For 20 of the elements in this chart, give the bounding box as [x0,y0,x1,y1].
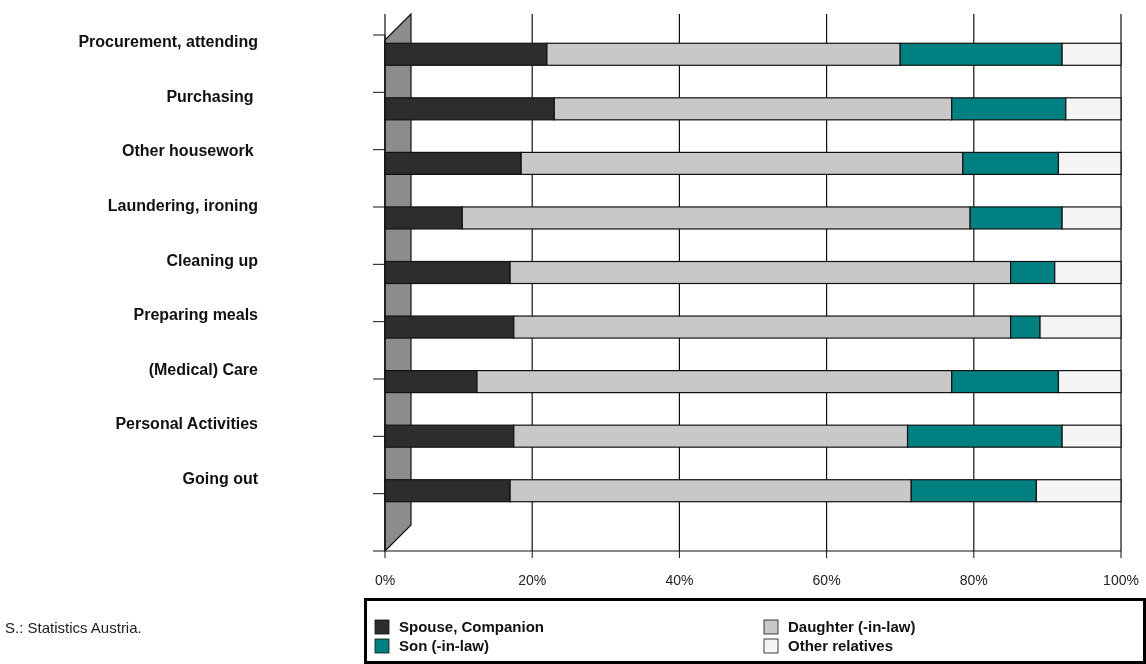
y-tick-label: Procurement, attending [78,33,258,51]
x-tick-label: 60% [812,572,841,588]
x-tick-label: 20% [518,572,547,588]
x-tick-label: 80% [959,572,988,588]
x-tick-label: 100% [1103,572,1139,588]
y-tick-label: Purchasing [166,87,258,105]
legend-label: Other relatives [788,637,894,654]
legend-label: Spouse, Companion [399,618,545,635]
x-tick-label: 40% [665,572,694,588]
y-tick-label: Preparing meals [133,306,259,324]
y-tick-label: Going out [182,469,259,487]
x-tick-label: 0% [374,572,396,588]
y-tick-label: Personal Activities [115,415,259,433]
y-tick-label: Other housework [121,142,258,160]
y-tick-label: Cleaning up [166,251,259,269]
y-tick-label: (Medical) Care [148,360,259,378]
legend-label: Daughter (-in-law) [788,618,916,635]
y-tick-label: Laundering, ironing [107,196,258,214]
text: S.: Statistics Austria. [5,619,142,636]
legend-label: Son (-in-law) [399,637,489,654]
